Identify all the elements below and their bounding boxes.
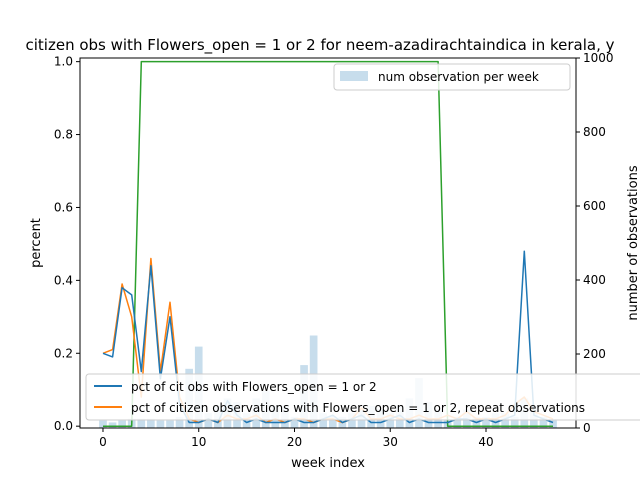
legend-lower-label-orange: pct of citizen observations with Flowers… [131,401,585,415]
y2-tick-label: 800 [583,125,606,139]
bar-week-20 [290,416,299,428]
bar-week-23 [319,413,328,428]
y-tick-label: 0.4 [54,273,73,287]
y2-tick-label: 0 [583,421,591,435]
x-tick-label: 0 [99,435,107,449]
y2-tick-label: 400 [583,273,606,287]
bar-week-5 [147,418,155,428]
x-tick-label: 40 [478,435,493,449]
bar-week-2 [118,420,126,428]
bar-week-6 [156,420,165,428]
bar-week-26 [348,413,356,428]
bar-week-4 [137,418,146,428]
bar-week-41 [491,413,500,428]
x-tick-label: 30 [383,435,398,449]
y2-tick-label: 600 [583,199,606,213]
chart-title: citizen obs with Flowers_open = 1 or 2 f… [26,36,615,55]
bar-week-24 [328,416,337,428]
bar-week-30 [386,413,395,428]
legend-upper-label: num observation per week [378,70,539,84]
bar-week-37 [453,416,462,428]
y2-tick-label: 1000 [583,51,614,65]
bar-week-0 [99,420,107,428]
y-tick-label: 0.2 [54,346,73,360]
bar-week-7 [166,420,174,428]
y2-tick-label: 200 [583,347,606,361]
x-tick-label: 20 [287,435,302,449]
y-axis-label: percent [29,218,44,268]
plot-frame [79,57,577,429]
legend-lower: pct of cit obs with Flowers_open = 1 or … [85,373,640,421]
bar-week-1 [108,422,117,428]
bar-week-40 [482,416,490,428]
x-tick-label: 10 [191,435,206,449]
y2-axis-label: number of observations [626,165,640,320]
axes-layer: 0 10 20 30 40 0.0 0.2 0.4 0.6 0.8 1.0 0 200 400 600 800… [54,51,614,449]
bar-week-46 [539,416,548,428]
bar-week-15 [242,413,251,428]
legend-lower-frame [85,373,640,421]
legend-upper-frame [333,63,571,91]
legend-upper-swatch [340,71,368,81]
y-tick-label: 0.0 [54,419,73,433]
bar-week-43 [510,416,519,428]
x-axis-label: week index [291,456,365,471]
bar-week-8 [175,416,184,428]
legend-upper: num observation per week [333,63,571,91]
bar-week-42 [501,413,509,428]
bar-week-11 [204,413,213,428]
y-tick-label: 0.6 [54,200,73,214]
bar-week-47 [549,420,557,428]
y-tick-label: 0.8 [54,128,73,142]
legend-lower-label-blue: pct of cit obs with Flowers_open = 1 or … [131,380,377,394]
series-line-presence-indicator [103,60,553,427]
y-tick-label: 1.0 [54,55,73,69]
